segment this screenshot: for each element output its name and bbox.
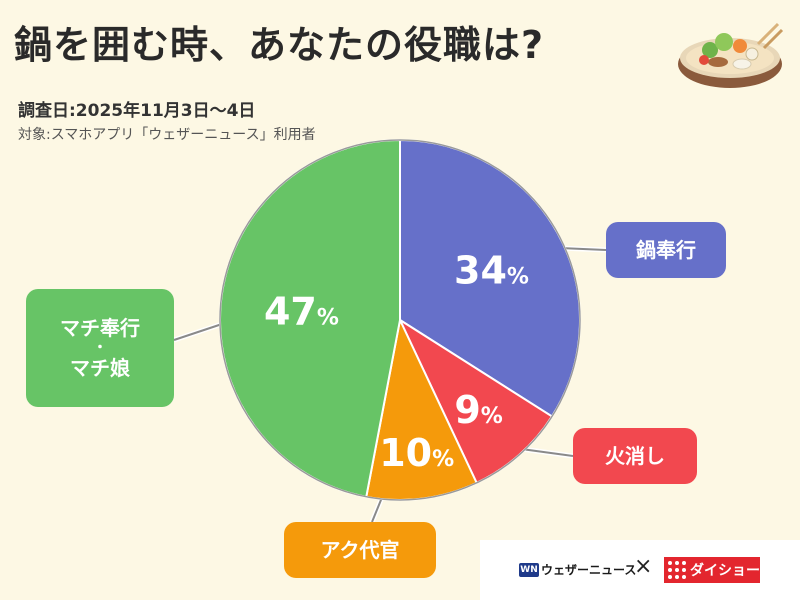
daisho-name: ダイショー: [690, 563, 760, 579]
callout-label: アク代官: [320, 538, 400, 562]
callout-aku-daikan: アク代官: [284, 522, 436, 578]
callout-machi-bugyo-machi-musume: マチ奉行 ・ マチ娘: [26, 289, 174, 407]
daisho-logo-icon: [668, 561, 686, 579]
pie-outline: [219, 139, 581, 501]
leader-line-machi: [173, 323, 223, 341]
callout-label-line1: マチ奉行: [60, 316, 140, 340]
survey-date: 調査日:2025年11月3日〜4日: [18, 101, 256, 121]
callout-label: 火消し: [605, 444, 665, 468]
callout-label: 鍋奉行: [636, 238, 696, 262]
callout-nabe-bugyo: 鍋奉行: [606, 222, 726, 278]
hotpot-illustration-icon: [678, 22, 784, 88]
collab-separator: ×: [634, 554, 653, 579]
weathernews-name: ウェザーニュース: [541, 563, 637, 577]
callout-label-line2: マチ娘: [70, 356, 130, 380]
callout-hikeshi: 火消し: [573, 428, 697, 484]
leader-line-nabe: [559, 247, 607, 251]
callout-label-dot: ・: [93, 340, 107, 356]
survey-target: 対象:スマホアプリ「ウェザーニュース」利用者: [18, 127, 316, 143]
daisho-logo: ダイショー: [664, 557, 760, 583]
page-title: 鍋を囲む時、あなたの役職は?: [14, 23, 545, 67]
weathernews-logo-icon: WN: [519, 563, 539, 577]
data-label: 34%: [454, 249, 529, 293]
